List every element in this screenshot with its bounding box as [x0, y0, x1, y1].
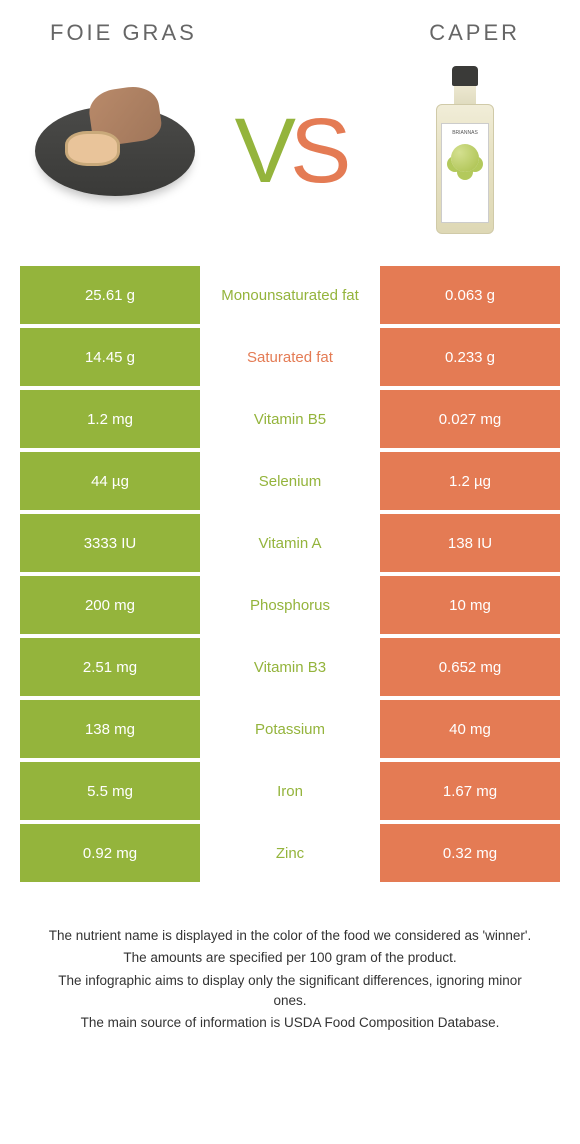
nutrient-table: 25.61 gMonounsaturated fat0.063 g14.45 g… [20, 266, 560, 882]
hero: VS BRIANNAS [0, 46, 580, 266]
footer-line: The amounts are specified per 100 gram o… [40, 948, 540, 968]
right-value: 0.027 mg [380, 390, 560, 448]
nutrient-name: Selenium [200, 452, 380, 510]
footer-notes: The nutrient name is displayed in the co… [0, 886, 580, 1033]
right-value: 138 IU [380, 514, 560, 572]
vs-s: S [290, 105, 345, 197]
plate-icon [35, 106, 195, 196]
table-row: 25.61 gMonounsaturated fat0.063 g [20, 266, 560, 324]
right-value: 0.063 g [380, 266, 560, 324]
left-value: 200 mg [20, 576, 200, 634]
left-value: 5.5 mg [20, 762, 200, 820]
header: FOIE GRAS CAPER [0, 0, 580, 46]
right-value: 10 mg [380, 576, 560, 634]
nutrient-name: Zinc [200, 824, 380, 882]
right-value: 40 mg [380, 700, 560, 758]
table-row: 1.2 mgVitamin B50.027 mg [20, 390, 560, 448]
left-value: 1.2 mg [20, 390, 200, 448]
left-value: 44 µg [20, 452, 200, 510]
footer-line: The nutrient name is displayed in the co… [40, 926, 540, 946]
table-row: 14.45 gSaturated fat0.233 g [20, 328, 560, 386]
table-row: 5.5 mgIron1.67 mg [20, 762, 560, 820]
left-value: 3333 IU [20, 514, 200, 572]
footer-line: The infographic aims to display only the… [40, 971, 540, 1012]
bottle-brand: BRIANNAS [452, 130, 478, 136]
table-row: 138 mgPotassium40 mg [20, 700, 560, 758]
nutrient-name: Phosphorus [200, 576, 380, 634]
right-value: 0.32 mg [380, 824, 560, 882]
table-row: 0.92 mgZinc0.32 mg [20, 824, 560, 882]
right-food-image: BRIANNAS [380, 81, 550, 221]
nutrient-name: Vitamin B3 [200, 638, 380, 696]
table-row: 200 mgPhosphorus10 mg [20, 576, 560, 634]
vs-label: VS [235, 105, 346, 197]
nutrient-name: Potassium [200, 700, 380, 758]
right-value: 0.233 g [380, 328, 560, 386]
left-food-image [30, 81, 200, 221]
right-value: 0.652 mg [380, 638, 560, 696]
infographic: FOIE GRAS CAPER VS BRIANNAS [0, 0, 580, 1033]
bottle-icon: BRIANNAS [435, 66, 495, 236]
nutrient-name: Monounsaturated fat [200, 266, 380, 324]
left-value: 14.45 g [20, 328, 200, 386]
footer-line: The main source of information is USDA F… [40, 1013, 540, 1033]
left-value: 0.92 mg [20, 824, 200, 882]
table-row: 3333 IUVitamin A138 IU [20, 514, 560, 572]
nutrient-name: Vitamin B5 [200, 390, 380, 448]
right-food-title: CAPER [285, 20, 540, 46]
nutrient-name: Vitamin A [200, 514, 380, 572]
vs-v: V [235, 105, 290, 197]
left-value: 25.61 g [20, 266, 200, 324]
nutrient-name: Saturated fat [200, 328, 380, 386]
nutrient-name: Iron [200, 762, 380, 820]
left-value: 2.51 mg [20, 638, 200, 696]
right-value: 1.67 mg [380, 762, 560, 820]
left-food-title: FOIE GRAS [40, 20, 285, 46]
table-row: 44 µgSelenium1.2 µg [20, 452, 560, 510]
right-value: 1.2 µg [380, 452, 560, 510]
left-value: 138 mg [20, 700, 200, 758]
table-row: 2.51 mgVitamin B30.652 mg [20, 638, 560, 696]
